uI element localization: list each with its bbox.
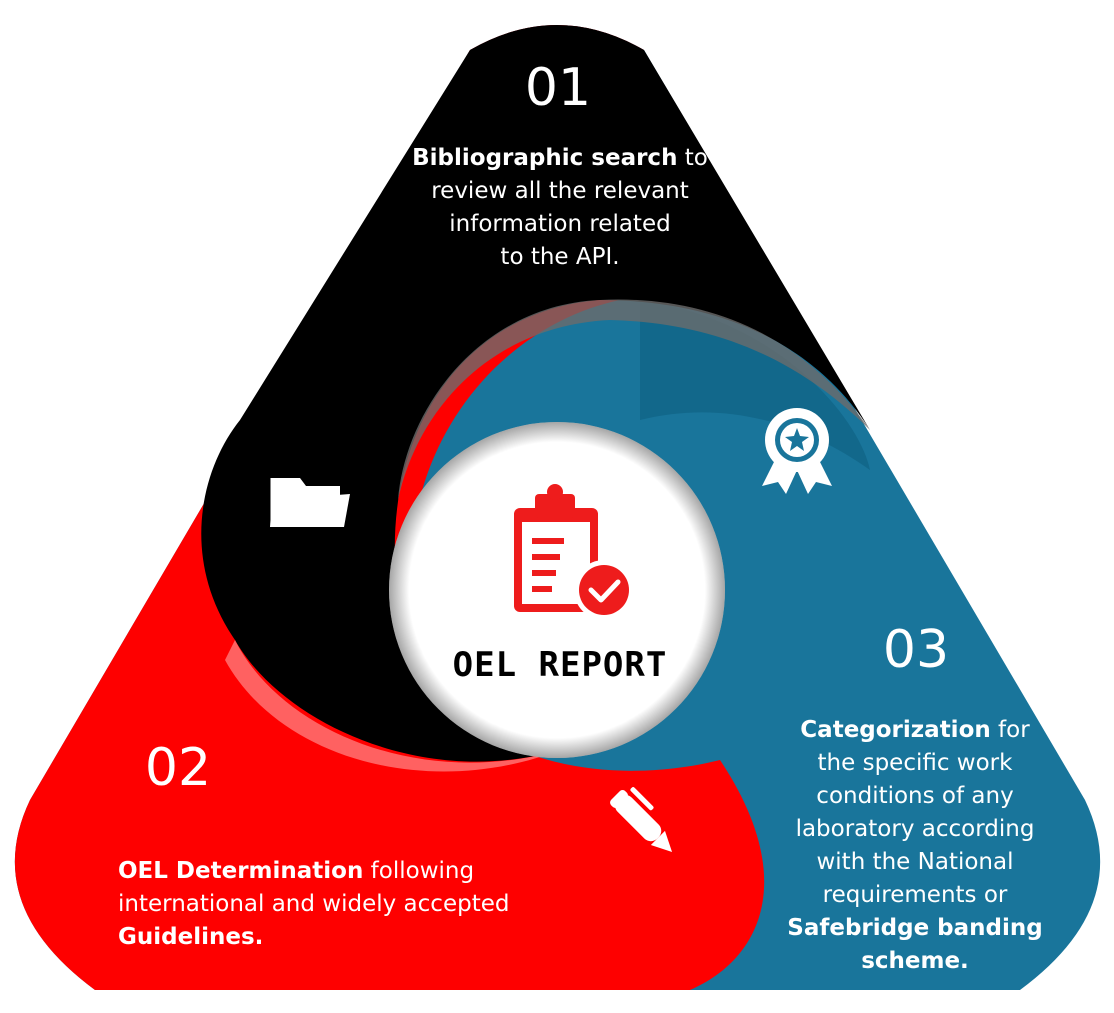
step1-number: 01 <box>524 58 592 118</box>
step1-line: to the API. <box>500 244 620 270</box>
step3-line: Categorization for <box>800 717 1030 743</box>
step3-description: Categorization for the specific work con… <box>770 714 1060 978</box>
step1-segment <box>201 25 870 762</box>
step1-line: information related <box>449 211 671 237</box>
center-label: OEL REPORT <box>452 645 668 685</box>
step1-line: review all the relevant <box>431 178 689 204</box>
step3-line: scheme. <box>861 948 969 974</box>
step2-ridge <box>225 640 560 772</box>
step2-line: Guidelines. <box>118 924 264 950</box>
step2-line: OEL Determination following <box>118 858 475 884</box>
step1-line: Bibliographic search to <box>412 145 708 171</box>
step3-line: Safebridge banding <box>787 915 1043 941</box>
step2-line: international and widely accepted <box>118 891 510 917</box>
step3-line: the specific work <box>817 750 1013 776</box>
step3-line: conditions of any <box>816 783 1014 809</box>
step2-number: 02 <box>144 738 212 798</box>
clipboard-check-icon <box>514 484 634 620</box>
step3-line: requirements or <box>822 882 1008 908</box>
step3-line: with the National <box>816 849 1014 875</box>
step3-number: 03 <box>882 620 950 680</box>
folder-icon <box>270 478 350 527</box>
award-ribbon-icon <box>762 408 832 494</box>
step1-description: Bibliographic search to review all the r… <box>380 142 740 274</box>
step2-description: OEL Determination following internationa… <box>118 855 558 954</box>
step3-line: laboratory according <box>795 816 1035 842</box>
